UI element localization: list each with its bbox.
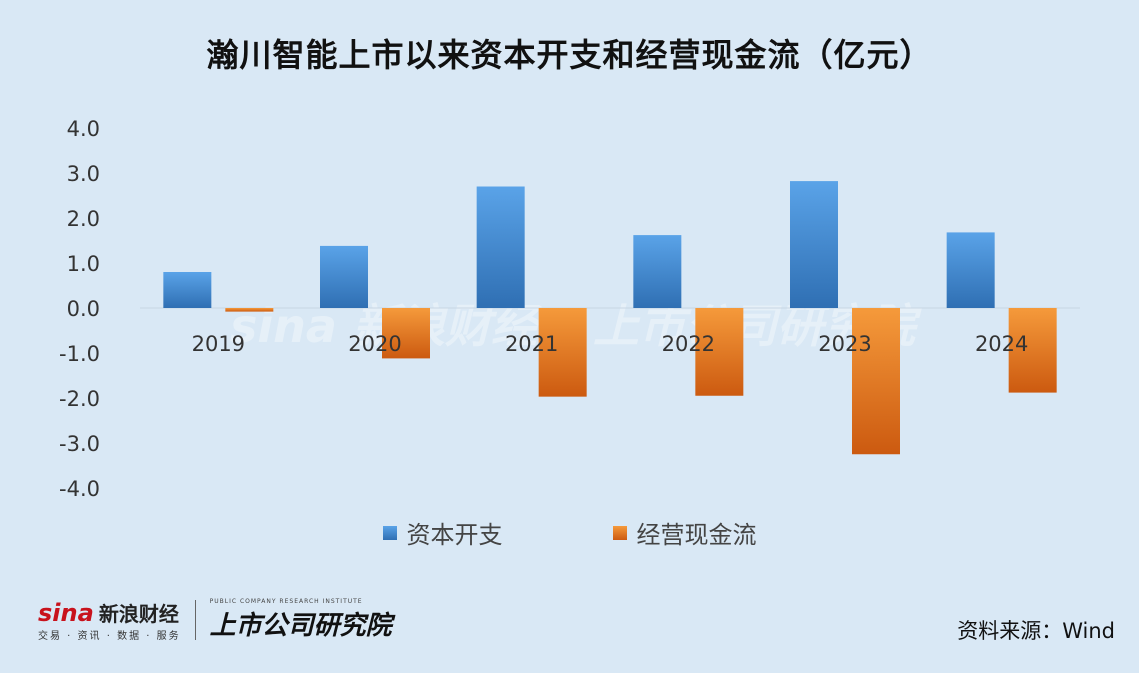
x-tick-label: 2024 <box>975 332 1028 356</box>
footer-logos: sina 新浪财经 交易 · 资讯 · 数据 · 服务 PUBLIC COMPA… <box>38 598 392 642</box>
bar-capex-2021 <box>476 186 525 308</box>
bar-capex-2022 <box>633 235 682 308</box>
y-tick-label: 2.0 <box>67 207 100 231</box>
bar-capex-2019 <box>163 272 212 308</box>
y-tick-label: -3.0 <box>59 432 100 456</box>
x-axis-ticks: 2019 2020 2021 2022 2023 2024 <box>192 332 1029 356</box>
bar-cashflow-2020 <box>382 308 430 359</box>
x-tick-label: 2023 <box>818 332 871 356</box>
legend-item-cashflow: 经营现金流 <box>612 515 757 550</box>
research-logo: PUBLIC COMPANY RESEARCH INSTITUTE 上市公司研究… <box>210 598 392 642</box>
y-tick-label: -2.0 <box>59 387 100 411</box>
bar-cashflow-2024 <box>1008 308 1057 393</box>
y-axis-ticks: 4.0 3.0 2.0 1.0 0.0 -1.0 -2.0 -3.0 -4.0 <box>59 117 100 501</box>
sina-logo-word: sina <box>38 599 94 627</box>
y-tick-label: -4.0 <box>59 477 100 501</box>
legend-swatch-capex <box>382 525 397 540</box>
x-tick-label: 2019 <box>192 332 245 356</box>
y-tick-label: -1.0 <box>59 342 100 366</box>
legend-label-capex: 资本开支 <box>406 521 503 549</box>
bar-cashflow-2022 <box>695 308 744 396</box>
y-tick-label: 0.0 <box>67 297 100 321</box>
x-tick-label: 2020 <box>348 332 401 356</box>
legend-item-capex: 资本开支 <box>382 515 503 550</box>
chart-title: 瀚川智能上市以来资本开支和经营现金流（亿元） <box>206 36 933 74</box>
x-tick-label: 2022 <box>662 332 715 356</box>
y-tick-label: 4.0 <box>67 117 100 141</box>
bars <box>140 181 1080 455</box>
bar-cashflow-2019 <box>225 308 274 312</box>
bar-cashflow-2021 <box>538 308 587 397</box>
bar-cashflow-2023 <box>852 308 900 455</box>
legend-swatch-cashflow <box>612 525 627 540</box>
sina-logo: sina 新浪财经 交易 · 资讯 · 数据 · 服务 <box>38 598 181 642</box>
source-note: 资料来源：Wind <box>957 619 1115 643</box>
y-tick-label: 1.0 <box>67 252 100 276</box>
legend-label-cashflow: 经营现金流 <box>636 521 757 549</box>
research-logo-tagline: PUBLIC COMPANY RESEARCH INSTITUTE <box>209 598 363 605</box>
bar-capex-2024 <box>946 232 995 308</box>
sina-logo-name: 新浪财经 <box>98 602 179 626</box>
bar-capex-2023 <box>790 181 838 308</box>
logo-divider <box>194 600 196 640</box>
legend: 资本开支 经营现金流 <box>0 515 1139 550</box>
x-tick-label: 2021 <box>505 332 558 356</box>
sina-logo-tagline: 交易 · 资讯 · 数据 · 服务 <box>38 631 181 642</box>
bar-capex-2020 <box>320 245 368 308</box>
research-logo-name: 上市公司研究院 <box>209 611 392 641</box>
y-tick-label: 3.0 <box>67 162 100 186</box>
